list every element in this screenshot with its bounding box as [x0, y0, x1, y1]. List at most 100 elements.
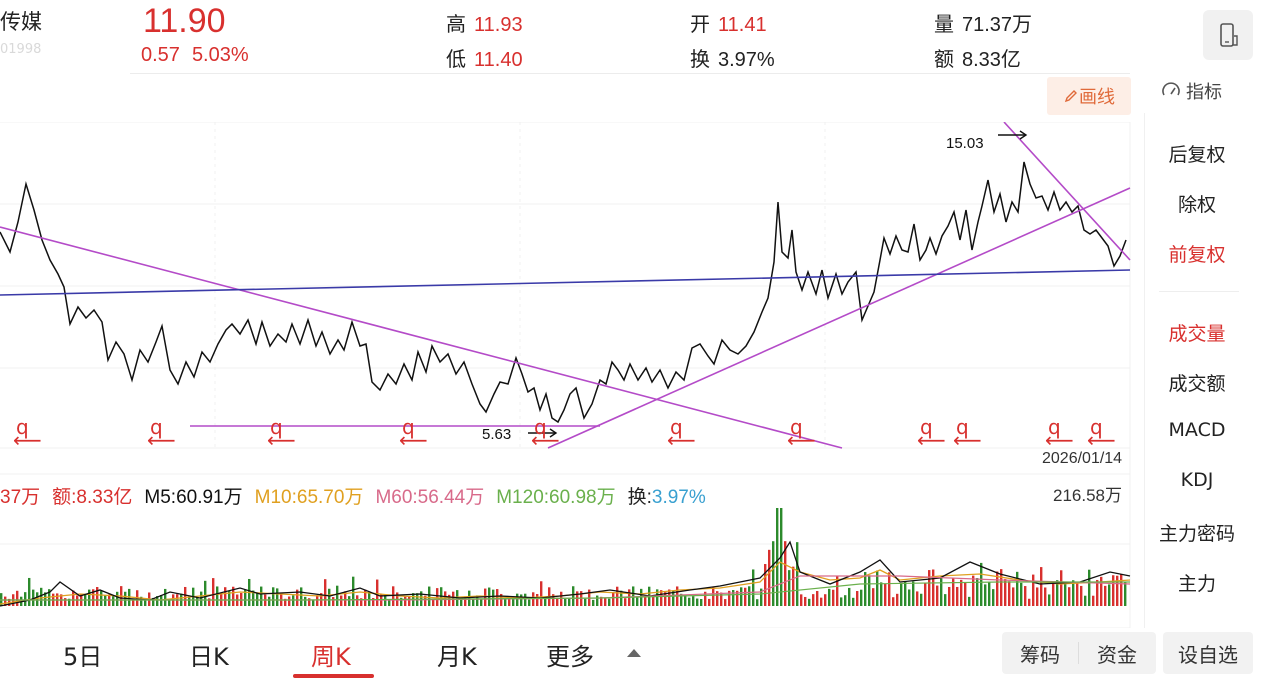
volume-bar [860, 589, 863, 606]
volume-bar [948, 586, 951, 606]
header-divider [130, 73, 1130, 74]
volume-bar [40, 587, 43, 606]
volume-bar [1080, 585, 1083, 606]
volume-bar [188, 596, 191, 606]
sidebar-item-kdj[interactable]: KDJ [1180, 469, 1214, 491]
draw-line-button[interactable]: 画线 [1047, 77, 1131, 115]
volume-bar [68, 598, 71, 606]
volume-bar [728, 590, 731, 606]
volume-bar [1124, 582, 1127, 606]
sidebar-item-forward-adjust[interactable]: 前复权 [1168, 244, 1226, 266]
volume-bar [764, 564, 767, 606]
weekly-kline-chart[interactable]: 15.03 5.63 q⟵ q⟵ q⟵ q⟵ q⟵ q⟵ q⟵ q⟵ q⟵ q⟵… [0, 122, 1132, 628]
landscape-toggle-button[interactable] [1203, 10, 1253, 60]
volume-bar [1068, 587, 1071, 606]
volume-bar [752, 569, 755, 606]
signal-markers: q⟵ q⟵ q⟵ q⟵ q⟵ q⟵ q⟵ q⟵ q⟵ q⟵ q⟵ [13, 415, 1116, 452]
volume-bar [816, 591, 819, 606]
volume-bar [1008, 581, 1011, 606]
volume-bar [212, 578, 215, 606]
volume-bar [200, 591, 203, 606]
gauge-icon [1162, 82, 1180, 96]
volume-bar [688, 597, 691, 606]
last-price: 11.90 [143, 2, 226, 40]
horizontal-trend-line [0, 269, 1131, 296]
sidebar-item-back-adjust[interactable]: 后复权 [1168, 144, 1226, 166]
indicator-m60: M60:56.44万 [375, 487, 485, 508]
volume-bar [664, 592, 667, 606]
volume-bar [760, 588, 763, 606]
add-watchlist-button[interactable]: 设自选 [1163, 632, 1253, 674]
volume-bar [1104, 585, 1107, 606]
funds-button[interactable]: 资金 [1097, 642, 1137, 667]
svg-text:q: q [270, 415, 283, 439]
tab-monthly-k[interactable]: 月K [437, 643, 477, 671]
volume-m10-line [0, 561, 1131, 605]
tab-5day[interactable]: 5日 [63, 643, 103, 671]
volume-bar [144, 599, 147, 606]
sidebar-item-amount[interactable]: 成交额 [1168, 373, 1226, 395]
volume-bar [400, 597, 403, 606]
volume-bar [404, 596, 407, 606]
volume-bar [72, 590, 75, 606]
tab-more[interactable]: 更多 [546, 643, 594, 671]
sidebar-item-ex-rights[interactable]: 除权 [1177, 194, 1216, 216]
volume-bar [768, 549, 771, 606]
volume-bar [424, 595, 427, 606]
volume-bar [1036, 587, 1039, 606]
price-grid [0, 122, 1131, 628]
change-percent: 5.03% [191, 44, 249, 66]
chips-button[interactable]: 筹码 [1020, 642, 1060, 667]
sidebar-item-macd[interactable]: MACD [1168, 419, 1226, 441]
volume-bar [980, 562, 983, 606]
volume-bar [832, 589, 835, 606]
volume-bar [1056, 580, 1059, 606]
svg-text:q: q [402, 415, 415, 439]
volume-bar [984, 584, 987, 606]
pencil-icon [1064, 90, 1077, 103]
volume-bar [516, 593, 519, 606]
indicator-button[interactable]: 指标 [1160, 78, 1222, 104]
sidebar-item-volume[interactable]: 成交量 [1168, 323, 1226, 345]
volume-bar [732, 590, 735, 606]
volume-bar [716, 591, 719, 606]
volume-bar [976, 578, 979, 606]
volume-bar [1040, 567, 1043, 606]
volume-bar [652, 595, 655, 606]
svg-text:q: q [16, 415, 29, 439]
volume-bar [292, 595, 295, 606]
volume-bar [476, 595, 479, 606]
volume-bar [1112, 575, 1115, 606]
volume-bar [1120, 574, 1123, 606]
volume-bar [432, 599, 435, 606]
pill-divider [1078, 642, 1079, 664]
volume-bar [828, 588, 831, 606]
tab-weekly-k[interactable]: 周K [311, 643, 351, 671]
volume-bar [924, 583, 927, 606]
svg-text:q: q [534, 415, 547, 439]
volume-bar [524, 593, 527, 606]
sidebar-divider [1159, 291, 1239, 292]
volume-bar [368, 591, 371, 606]
tab-daily-k[interactable]: 日K [189, 643, 229, 671]
volume-bar [496, 589, 499, 606]
caret-up-icon[interactable] [624, 646, 644, 660]
volume-bar [808, 598, 811, 606]
svg-text:⟵: ⟵ [531, 428, 560, 452]
volume-bar [312, 599, 315, 606]
volume-indicator-row: 37万 额:8.33亿 M5:60.91万 M10:65.70万 M60:56.44万 M… [0, 482, 718, 509]
volume-bar [772, 541, 775, 606]
volume-bar [804, 596, 807, 606]
volume-bar [436, 588, 439, 606]
volume-bar [392, 586, 395, 606]
downtrend-line-short [1003, 122, 1131, 261]
sidebar-item-main-force[interactable]: 主力 [1177, 573, 1216, 595]
volume-bar [912, 581, 915, 606]
volume-bar [376, 579, 379, 606]
volume-bar [936, 585, 939, 606]
indicator-label: 指标 [1186, 82, 1222, 103]
svg-text:⟵: ⟵ [13, 428, 42, 452]
volume-bar [756, 599, 759, 606]
sidebar-item-main-code[interactable]: 主力密码 [1158, 523, 1235, 545]
volume-bar [668, 589, 671, 606]
